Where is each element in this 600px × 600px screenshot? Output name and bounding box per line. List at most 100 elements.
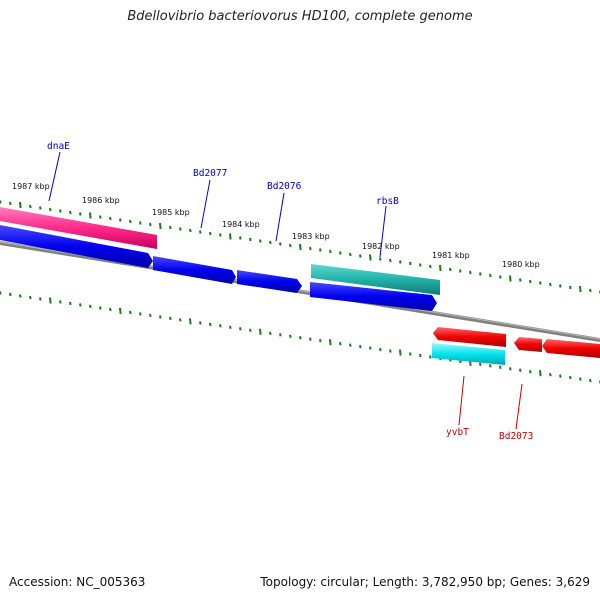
tick-mark [69,210,72,215]
tick-mark [509,367,512,371]
tick-mark [269,331,272,335]
tick-mark [69,301,72,306]
kbp-label: 1981 kbp [432,251,470,260]
tick-mark [79,303,82,307]
tick-mark [179,227,182,231]
gene-label-Bd2073[interactable]: Bd2073 [499,431,533,442]
tick-mark [119,307,122,315]
tick-mark [489,273,492,278]
tick-mark [419,263,422,267]
tick-mark [589,378,592,383]
tick-mark [479,362,482,367]
tick-mark [249,237,252,242]
gene-rbsB[interactable] [311,264,440,295]
kbp-label: 1984 kbp [222,220,260,229]
tick-mark [99,306,102,310]
tick-mark [359,344,362,349]
tick-mark [579,377,582,381]
gene-red-2[interactable] [514,337,542,352]
gene-label-Bd2076[interactable]: Bd2076 [267,181,302,192]
tick-mark [519,278,522,282]
tick-mark [519,368,522,372]
tick-mark [339,251,342,255]
tick-mark [559,374,562,378]
tick-mark [499,365,502,370]
accession-text: Accession: NC_005363 [9,575,146,589]
tick-mark [149,222,152,227]
leader-line-Bd2076 [275,192,285,242]
tick-mark [539,281,542,285]
tick-mark [199,321,202,325]
tick-mark [239,327,242,331]
gene-Bd2077[interactable] [153,256,236,284]
tick-mark [289,243,292,248]
tick-mark [329,339,332,346]
tick-mark [399,349,402,356]
tick-mark [459,269,462,273]
gene-label-yvbT[interactable]: yvbT [446,427,469,438]
tick-mark [539,370,542,377]
tick-mark [469,270,472,275]
gene-label-dnaE[interactable]: dnaE [47,141,70,152]
tick-mark [339,341,342,346]
tick-mark [429,355,432,359]
tick-mark [419,353,422,358]
gene-row2-4[interactable] [310,282,437,311]
tick-mark [29,295,32,300]
tick-mark [549,282,552,287]
gene-label-Bd2077[interactable]: Bd2077 [193,168,227,179]
tick-mark [59,300,62,304]
tick-mark [279,242,282,246]
tick-mark [589,288,592,293]
gene-label-rbsB[interactable]: rbsB [376,196,399,207]
tick-mark [219,233,222,237]
gene-row2-1[interactable] [0,225,153,268]
tick-mark [189,228,192,233]
tick-mark [229,233,232,240]
gene-red-3[interactable] [542,339,600,358]
kbp-label: 1985 kbp [152,208,190,217]
tick-mark [9,292,12,297]
gene-dnaE[interactable] [0,207,157,249]
tick-mark [389,349,392,353]
tick-mark [39,206,42,210]
tick-mark [269,240,272,245]
map-title: Bdellovibrio bacteriovorus HD100, comple… [127,9,473,24]
kbp-label: 1986 kbp [82,196,120,205]
tick-mark [309,337,312,341]
tick-mark [579,285,582,293]
gene-yvbT[interactable] [432,343,505,365]
topology-text: Topology: circular; Length: 3,782,950 bp… [260,575,590,589]
tick-mark [239,236,242,240]
tick-mark [289,334,292,338]
kbp-label: 1983 kbp [292,232,330,241]
tick-mark [569,375,572,380]
tick-mark [449,267,452,272]
tick-mark [549,372,552,377]
tick-mark [129,219,132,224]
tick-mark [9,201,12,206]
tick-mark [159,315,162,319]
gene-Bd2076[interactable] [237,270,302,293]
tick-mark [209,322,212,327]
tick-mark [299,243,302,251]
tick-mark [199,230,202,234]
gene-red-1[interactable] [433,327,506,347]
kbp-label: 1980 kbp [502,260,540,269]
tick-mark [19,294,22,298]
tick-mark [59,209,62,213]
tick-mark [529,279,532,284]
tick-mark [309,246,312,251]
tick-mark [19,201,22,209]
tick-mark [109,307,112,312]
tick-mark [229,325,232,330]
tick-mark [139,221,142,225]
kbp-label: 1987 kbp [12,182,50,191]
tick-mark [319,248,322,252]
tick-mark [409,352,412,356]
tick-mark [379,347,382,352]
tick-mark [259,239,262,243]
tick-mark [109,216,112,221]
leader-line-Bd2077 [200,179,211,229]
